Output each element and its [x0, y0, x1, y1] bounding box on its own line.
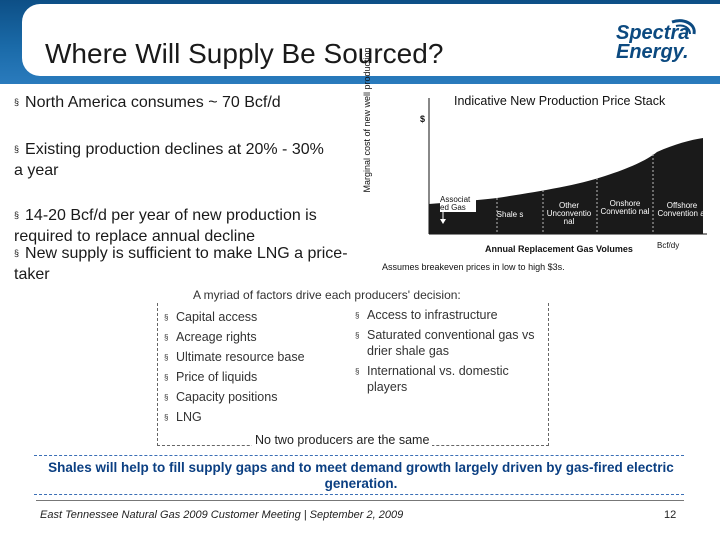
chart-x-axis-label: Annual Replacement Gas Volumes — [485, 244, 633, 254]
chart-unit: Bcf/dy — [657, 241, 680, 250]
bullet-text: 14-20 Bcf/d per year of new production i… — [14, 207, 317, 245]
list-item: Access to infrastructure — [355, 307, 535, 324]
price-stack-chart: $ — [420, 98, 707, 235]
segment-label-onshore: Onshore Conventio nal — [600, 199, 650, 216]
logo-line-1: Spectra — [616, 22, 690, 44]
y-marker: $ — [420, 114, 425, 124]
factors-left-list: Capital access Acreage rights Ultimate r… — [164, 307, 305, 428]
bullet-new-production: § 14-20 Bcf/d per year of new production … — [14, 207, 317, 245]
logo-line-2: Energy. — [616, 41, 689, 63]
summary-statement: Shales will help to fill supply gaps and… — [48, 460, 674, 491]
segment-label-offshore: Offshore Convention al — [657, 201, 707, 218]
segment-label-other-unconventional: Other Unconventio nal — [546, 201, 592, 226]
list-item: Price of liquids — [164, 367, 305, 388]
chart-title: Indicative New Production Price Stack — [454, 94, 666, 108]
list-item: Acreage rights — [164, 327, 305, 348]
slide-title: Where Will Supply Be Sourced? — [45, 38, 444, 69]
factors-title: A myriad of factors drive each producers… — [193, 288, 461, 302]
header-panel — [22, 4, 720, 76]
bullet-decline: § Existing production declines at 20% - 3… — [14, 141, 324, 179]
chart-note: Assumes breakeven prices in low to high … — [382, 262, 565, 272]
list-item: International vs. domestic players — [355, 363, 535, 395]
segment-label-associated: Associat ed Gas — [440, 196, 476, 212]
bullet-text: New supply is sufficient to make LNG a p… — [14, 245, 348, 283]
down-arrow-icon — [440, 219, 446, 224]
footer-text: East Tennessee Natural Gas 2009 Customer… — [40, 509, 404, 521]
summary-divider-bottom — [34, 494, 684, 496]
list-item: Ultimate resource base — [164, 347, 305, 368]
factors-right-list: Access to infrastructure Saturated conve… — [355, 307, 535, 395]
slide-header — [0, 0, 720, 84]
bullet-text: North America consumes ~ 70 Bcf/d — [25, 94, 281, 111]
page-number: 12 — [664, 509, 677, 521]
footer-divider — [36, 500, 684, 501]
chart-y-axis-label: Marginal cost of new well production — [362, 47, 372, 193]
factors-footer: No two producers are the same — [252, 433, 433, 447]
list-item: LNG — [164, 407, 305, 428]
summary-divider-top — [34, 455, 684, 457]
list-item: Capital access — [164, 307, 305, 328]
bullet-text: Existing production declines at 20% - 30… — [14, 141, 324, 179]
bullet-lng: § New supply is sufficient to make LNG a … — [14, 245, 348, 283]
list-item: Saturated conventional gas vs drier shal… — [355, 327, 535, 359]
bullet-consumption: § North America consumes ~ 70 Bcf/d — [14, 94, 281, 111]
logo-swoosh-icon — [671, 19, 696, 35]
segment-label-shales: Shale s — [496, 210, 524, 219]
list-item: Capacity positions — [164, 387, 305, 408]
